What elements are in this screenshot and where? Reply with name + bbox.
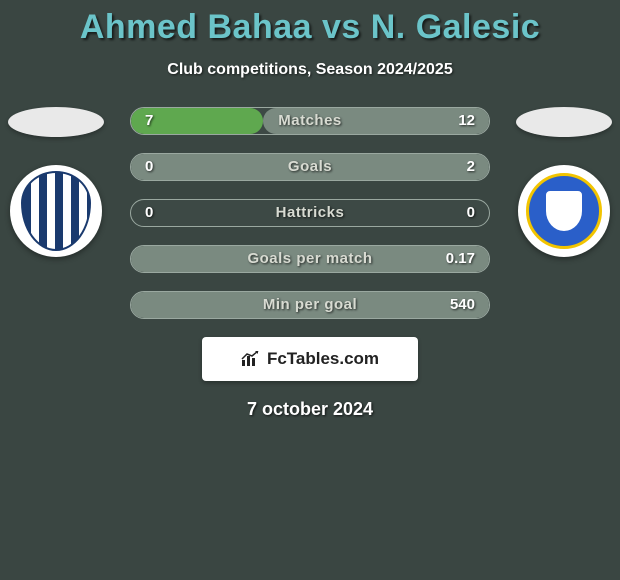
stat-bar-left-value: 7 <box>145 108 153 134</box>
player-left-column <box>6 107 106 257</box>
stat-bar-label: Goals <box>131 154 489 180</box>
club-badge-left <box>10 165 102 257</box>
date-text: 7 october 2024 <box>0 399 620 420</box>
stat-bars: Matches712Goals02Hattricks00Goals per ma… <box>130 107 490 319</box>
stat-bar-label: Hattricks <box>131 200 489 226</box>
club-badge-right-inner <box>526 173 602 249</box>
stat-bar-right-value: 2 <box>467 154 475 180</box>
stat-bar-right-value: 12 <box>458 108 475 134</box>
club-badge-right <box>518 165 610 257</box>
chart-icon <box>241 351 261 367</box>
stat-bar-left-value: 0 <box>145 200 153 226</box>
stat-bar-row: Goals per match0.17 <box>130 245 490 273</box>
footer-brand-text: FcTables.com <box>267 349 379 369</box>
stat-bar-row: Min per goal540 <box>130 291 490 319</box>
stat-bar-label: Min per goal <box>131 292 489 318</box>
stat-bar-row: Goals0 2 <box>130 153 490 181</box>
stat-bar-right-value: 0 <box>467 200 475 226</box>
player-right-column <box>514 107 614 257</box>
player-left-avatar-placeholder <box>8 107 104 137</box>
footer-brand-badge: FcTables.com <box>202 337 418 381</box>
stat-bar-row: Matches7 12 <box>130 107 490 135</box>
stat-bar-row: Hattricks0 0 <box>130 199 490 227</box>
club-badge-left-inner <box>21 171 91 251</box>
subtitle: Club competitions, Season 2024/2025 <box>0 61 620 79</box>
club-badge-right-shield <box>544 189 584 233</box>
stat-bar-left-value: 0 <box>145 154 153 180</box>
comparison-chart: Matches712Goals02Hattricks00Goals per ma… <box>0 107 620 319</box>
stat-bar-right-value: 540 <box>450 292 475 318</box>
page-title: Ahmed Bahaa vs N. Galesic <box>0 0 620 47</box>
stat-bar-label: Matches <box>131 108 489 134</box>
stat-bar-right-value: 0.17 <box>446 246 475 272</box>
stat-bar-label: Goals per match <box>131 246 489 272</box>
player-right-avatar-placeholder <box>516 107 612 137</box>
